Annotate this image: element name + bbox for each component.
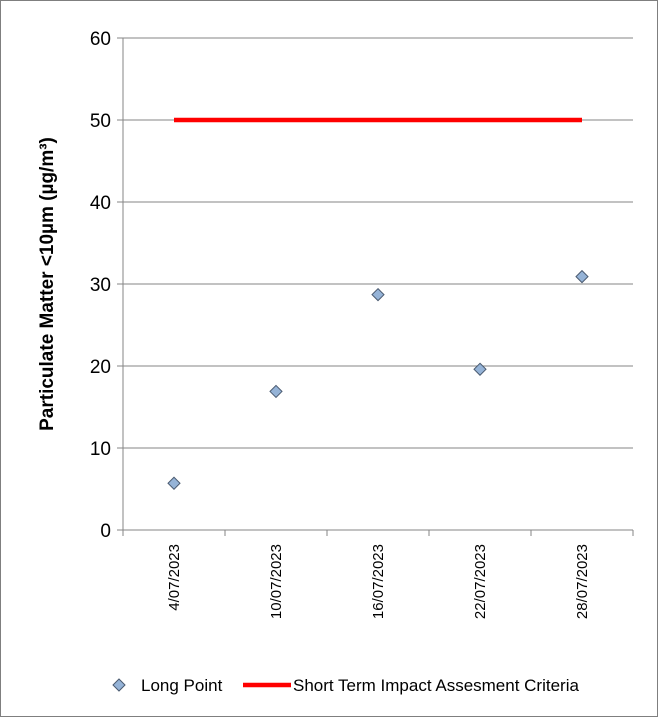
data-point-long-point <box>371 287 385 302</box>
y-tick-label: 10 <box>90 439 111 460</box>
legend-label-criteria: Short Term Impact Assesment Criteria <box>293 676 579 695</box>
data-point-long-point <box>269 384 283 399</box>
y-tick-label: 20 <box>90 357 111 378</box>
y-tick-labels: 0 10 20 30 40 50 60 <box>90 29 111 542</box>
data-point-long-point <box>473 362 487 376</box>
data-point-long-point <box>167 476 181 490</box>
x-tick-label: 22/07/2023 <box>472 544 489 619</box>
legend-label-long-point: Long Point <box>141 676 223 695</box>
y-tick-label: 50 <box>90 111 111 132</box>
x-tick-label: 28/07/2023 <box>574 544 591 619</box>
legend-marker-long-point <box>112 678 126 692</box>
axes <box>117 37 634 536</box>
x-tick-label: 16/07/2023 <box>370 544 387 619</box>
y-axis-label: Particulate Matter <10µm (µg/m³) <box>37 137 58 431</box>
series-layer <box>167 117 589 490</box>
y-tick-label: 40 <box>90 193 111 214</box>
data-point-long-point <box>575 269 589 284</box>
legend: Long Point Short Term Impact Assesment Cr… <box>112 676 579 695</box>
x-tick-label: 10/07/2023 <box>268 544 285 619</box>
gridlines <box>123 37 633 449</box>
x-tick-label: 4/07/2023 <box>166 544 183 611</box>
y-tick-label: 30 <box>90 275 111 296</box>
y-tick-label: 0 <box>100 521 111 542</box>
y-tick-label: 60 <box>90 29 111 50</box>
x-tick-labels: 4/07/2023 10/07/2023 16/07/2023 22/07/2023 2… <box>166 544 591 619</box>
